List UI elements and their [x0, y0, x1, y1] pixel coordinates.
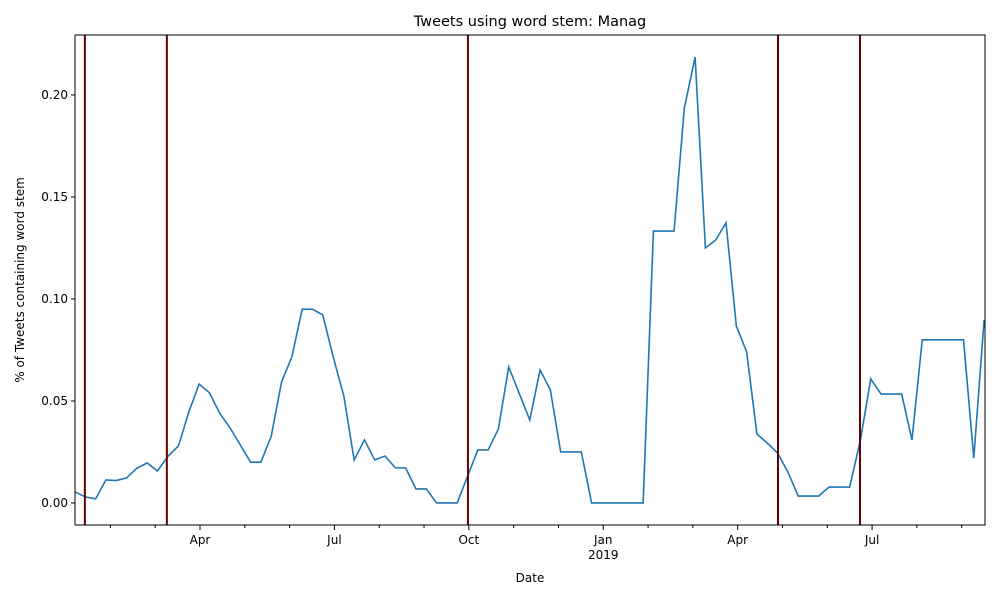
y-tick-label: 0.05	[41, 394, 68, 408]
y-tick-label: 0.15	[41, 190, 68, 204]
x-tick-label: Jul	[326, 533, 341, 547]
x-year-label: 2019	[588, 548, 619, 562]
x-tick-label: Jul	[864, 533, 879, 547]
y-axis-label: % of Tweets containing word stem	[13, 177, 27, 383]
chart-title: Tweets using word stem: Manag	[413, 14, 647, 30]
y-tick-label: 0.20	[41, 88, 68, 102]
y-tick-label: 0.00	[41, 496, 68, 510]
x-tick-label: Apr	[190, 533, 211, 547]
x-axis-label: Date	[516, 571, 545, 585]
x-tick-label: Oct	[458, 533, 479, 547]
x-tick-label: Jan	[593, 533, 613, 547]
x-tick-label: Apr	[727, 533, 748, 547]
y-tick-label: 0.10	[41, 292, 68, 306]
plot-frame	[74, 34, 986, 526]
data-line	[74, 56, 985, 504]
